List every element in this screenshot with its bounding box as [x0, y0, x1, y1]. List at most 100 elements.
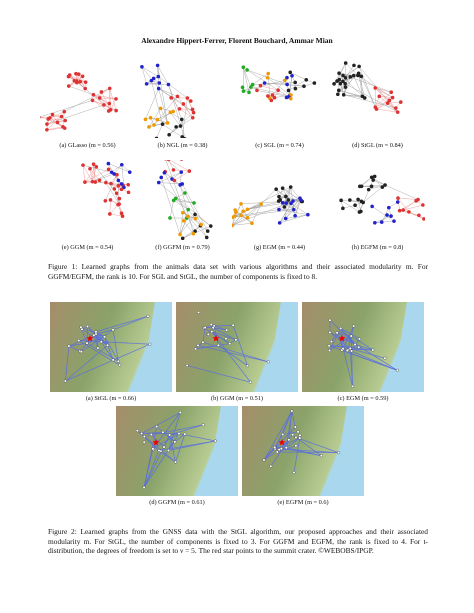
station	[194, 347, 198, 351]
edge	[247, 69, 289, 98]
node	[312, 81, 317, 85]
edge	[99, 97, 116, 100]
node	[247, 90, 251, 95]
edge	[232, 217, 248, 226]
map-figure	[242, 406, 364, 496]
node	[48, 116, 52, 120]
station	[77, 339, 81, 343]
edge	[294, 198, 301, 216]
edge	[350, 348, 385, 359]
node	[119, 187, 124, 192]
subfigure-caption: (b) GGM (m = 0.51)	[211, 395, 263, 402]
node	[119, 182, 124, 186]
edge	[358, 66, 376, 108]
node	[190, 115, 195, 120]
subfigure-caption: (c) EGM (m = 0.59)	[337, 395, 389, 402]
edge	[279, 214, 308, 224]
edge	[110, 183, 129, 193]
node	[156, 86, 161, 91]
node	[336, 88, 341, 93]
edge	[109, 204, 119, 215]
edge	[141, 412, 181, 434]
station	[197, 310, 201, 314]
edge	[143, 434, 171, 488]
edge	[68, 345, 81, 352]
node	[114, 108, 118, 113]
station	[149, 433, 153, 437]
node	[127, 170, 132, 174]
node	[290, 73, 294, 78]
node	[356, 197, 360, 202]
graph-figure	[332, 61, 403, 114]
node	[149, 78, 154, 83]
graph-figure	[140, 63, 196, 138]
node	[147, 125, 151, 129]
map-figure	[302, 302, 424, 392]
node	[74, 71, 78, 76]
station	[183, 432, 187, 436]
edge	[213, 327, 227, 331]
node	[175, 94, 180, 99]
node	[188, 99, 193, 103]
node	[180, 135, 185, 138]
station	[269, 464, 273, 468]
graph-figure	[156, 160, 213, 240]
crater-star	[278, 439, 286, 446]
station	[103, 335, 107, 339]
node	[339, 198, 343, 203]
sea	[339, 406, 364, 496]
edge	[252, 73, 269, 85]
station	[118, 363, 122, 367]
station	[151, 447, 155, 451]
node	[178, 232, 182, 237]
subfigure-caption: (g) EGM (m = 0.44)	[253, 244, 306, 251]
station	[383, 356, 387, 360]
edge	[288, 75, 293, 97]
edge	[65, 343, 151, 382]
station	[135, 429, 139, 433]
station	[86, 324, 90, 328]
station	[148, 342, 152, 346]
node	[103, 199, 108, 203]
edge	[278, 209, 308, 215]
edge	[92, 172, 112, 182]
node	[106, 109, 111, 113]
edge	[397, 197, 410, 213]
edge	[403, 200, 417, 211]
edge	[260, 85, 279, 91]
edge	[179, 214, 196, 235]
node	[233, 208, 237, 212]
subfigure-caption: (e) GGM (m = 0.54)	[61, 244, 114, 251]
edge	[274, 434, 284, 448]
station	[335, 331, 339, 335]
edge	[95, 181, 111, 184]
edge	[375, 87, 398, 113]
node	[269, 98, 274, 103]
edge	[182, 183, 208, 232]
node	[422, 217, 425, 221]
node	[191, 110, 196, 115]
station	[63, 379, 67, 383]
edge	[179, 212, 184, 235]
edge	[182, 97, 188, 137]
edge	[64, 346, 70, 382]
edge	[197, 344, 269, 363]
node	[277, 207, 281, 212]
edge	[375, 96, 380, 108]
node	[76, 72, 81, 76]
node	[284, 194, 288, 199]
edge	[92, 100, 109, 112]
node	[112, 172, 116, 176]
figure-caption: Figure 1: Learned graphs from the animal…	[48, 262, 428, 281]
node	[108, 198, 113, 202]
edge	[345, 62, 358, 76]
edge	[291, 410, 296, 428]
edge	[68, 85, 94, 95]
edge	[286, 447, 322, 457]
node	[299, 198, 303, 202]
edge	[359, 176, 375, 213]
node	[45, 122, 49, 126]
node	[99, 90, 104, 94]
graph-figure	[339, 174, 425, 225]
node	[114, 191, 119, 196]
